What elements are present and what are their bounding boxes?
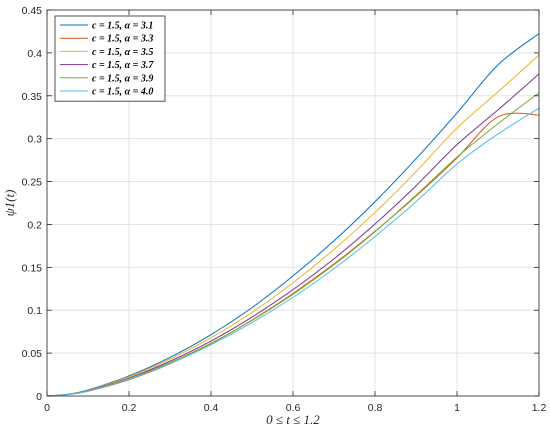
x-tick-label: 1.2 [532, 402, 547, 414]
x-tick-label: 0 [44, 402, 50, 414]
y-tick-label: 0.15 [22, 262, 43, 274]
legend-entry: c = 1.5, α = 3.7 [92, 60, 154, 71]
y-tick-label: 0.05 [22, 348, 43, 360]
legend-entry: c = 1.5, α = 4.0 [92, 87, 153, 98]
series-lines [46, 33, 540, 397]
y-tick-label: 0.25 [22, 177, 43, 189]
y-tick-label: 0 [36, 391, 42, 403]
y-axis-label: ψ1(t) [2, 190, 17, 217]
axis-ticks: 0 0.2 0.4 0.6 0.8 1 1.2 0 0.05 0.1 0.15 0.2 0.25 0.3 0… [22, 5, 547, 414]
x-tick-label: 0.2 [122, 402, 137, 414]
legend-box [54, 15, 166, 102]
x-tick-label: 0.6 [286, 402, 301, 414]
x-tick-label: 0.4 [204, 402, 219, 414]
y-tick-label: 0.35 [22, 91, 43, 103]
legend-entry: c = 1.5, α = 3.1 [92, 21, 153, 32]
y-tick-label: 0.45 [22, 5, 43, 17]
legend-entry: c = 1.5, α = 3.9 [92, 73, 153, 84]
legend: c = 1.5, α = 3.1 c = 1.5, α = 3.3 c = 1.5,… [54, 15, 166, 102]
y-tick-label: 0.4 [27, 48, 42, 60]
x-tick-label: 0.8 [368, 402, 383, 414]
y-tick-label: 0.3 [27, 134, 42, 146]
legend-entry: c = 1.5, α = 3.5 [92, 47, 153, 58]
legend-entry: c = 1.5, α = 3.3 [92, 34, 153, 45]
x-tick-label: 1 [454, 402, 460, 414]
y-tick-label: 0.2 [27, 219, 42, 231]
x-axis-label: 0 ≤ t ≤ 1.2 [266, 412, 320, 427]
y-tick-label: 0.1 [27, 305, 42, 317]
series-line-6 [46, 107, 540, 397]
